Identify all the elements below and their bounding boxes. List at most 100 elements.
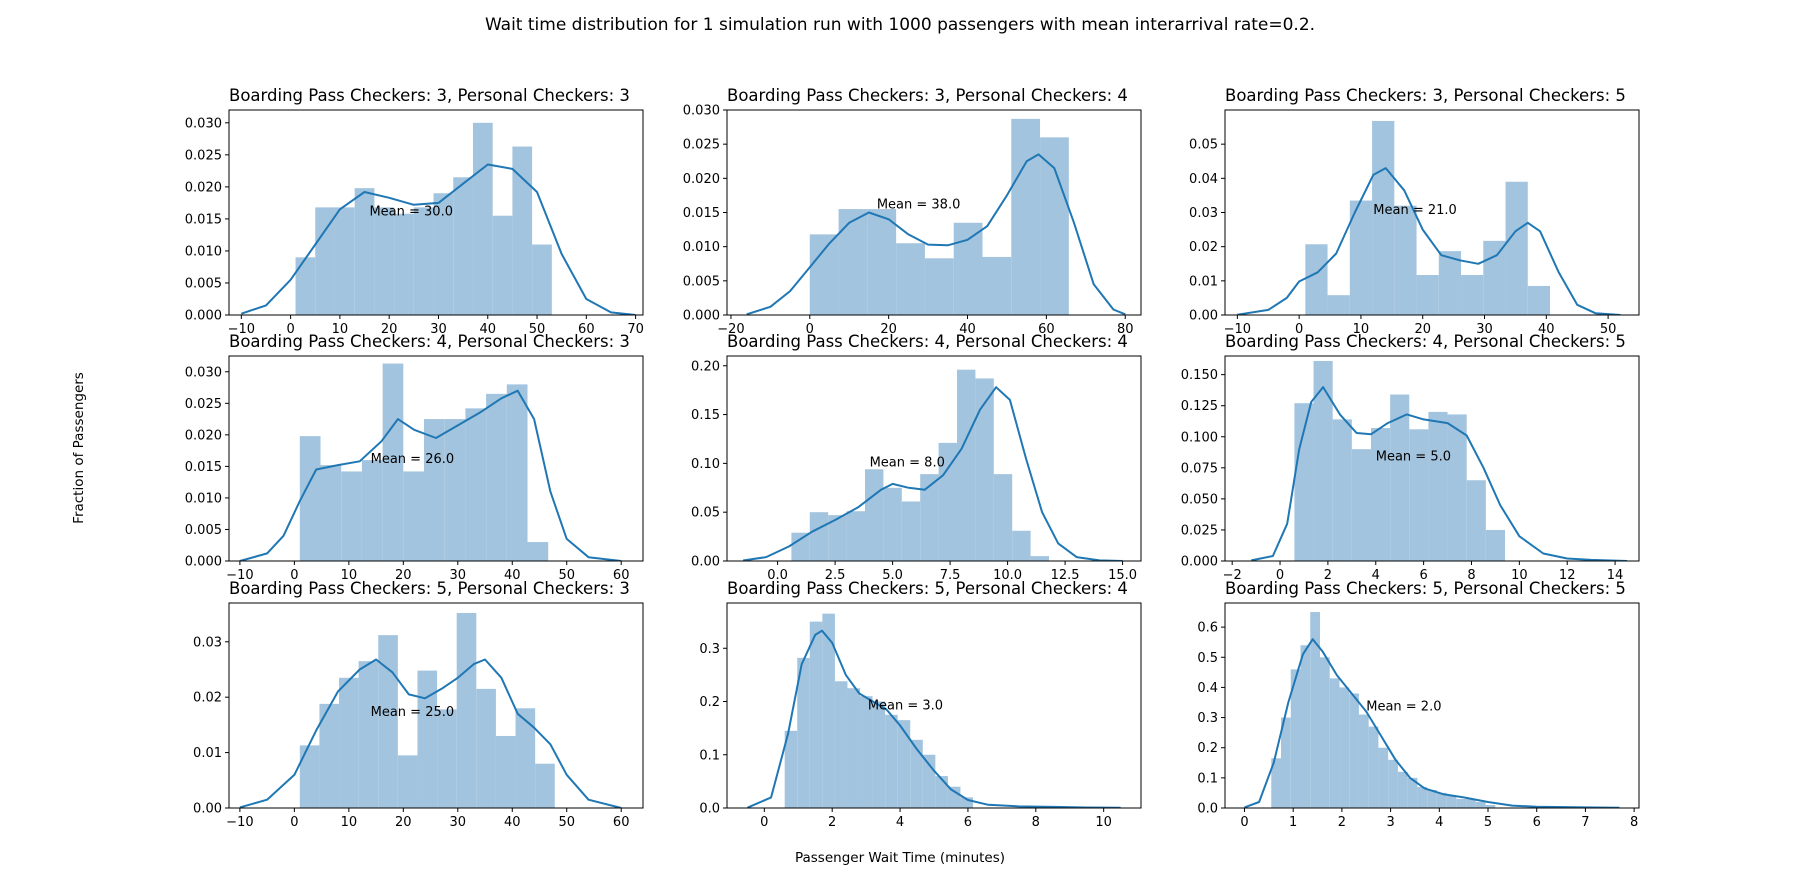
- x-tick-label: 8: [1630, 815, 1638, 830]
- histogram-bar: [1416, 275, 1439, 315]
- y-tick-label: 0.010: [185, 491, 222, 506]
- y-tick-label: 0.03: [1189, 206, 1218, 221]
- histogram-bar: [1319, 657, 1330, 808]
- histogram-bar: [1456, 798, 1467, 808]
- x-tick-label: 20: [880, 322, 897, 337]
- y-tick-label: 0.20: [691, 359, 720, 374]
- histogram-bar: [476, 688, 496, 808]
- histogram-bar: [315, 207, 335, 315]
- mean-annotation: Mean = 25.0: [371, 705, 455, 720]
- y-tick-label: 0.000: [185, 555, 222, 570]
- y-tick-label: 0.01: [193, 746, 222, 761]
- axes-frame: [1224, 602, 1640, 809]
- kde-line: [240, 163, 636, 315]
- kde-line: [1251, 386, 1628, 561]
- y-tick-label: 0.000: [683, 309, 720, 324]
- y-tick-label: 0.000: [185, 309, 222, 324]
- subplot-1: −10 0 10 20 30 40 50 60 70 0.000 0.005 0.010 0.015 0.…: [185, 86, 644, 337]
- x-tick-label: 5: [1484, 815, 1492, 830]
- x-tick-label: 30: [430, 322, 447, 337]
- histogram-bars: [295, 122, 552, 315]
- subplot-title: Boarding Pass Checkers: 3, Personal Chec…: [727, 86, 1128, 105]
- axes-frame: [1224, 355, 1640, 562]
- subplot-6: −2 0 2 4 6 8 10 12 14 0.000 0.025 0.050 0.075 0.100 0.…: [1181, 332, 1640, 583]
- figure-suptitle: Wait time distribution for 1 simulation …: [485, 15, 1315, 35]
- histogram-bars: [299, 612, 555, 808]
- x-tick-label: 50: [529, 322, 546, 337]
- histogram-bar: [299, 436, 321, 561]
- histogram-bar: [339, 677, 359, 808]
- histogram-bar: [1485, 529, 1505, 561]
- histogram-bar: [1313, 360, 1333, 561]
- axes-frame: [228, 355, 644, 562]
- histogram-bar: [1407, 777, 1418, 808]
- subplot-7: −10 0 10 20 30 40 50 60 0.00 0.01 0.02 0.03 Boarding…: [193, 579, 644, 830]
- mean-annotation: Mean = 21.0: [1373, 203, 1457, 218]
- histogram-bar: [822, 613, 835, 808]
- histogram-bar: [1527, 285, 1551, 315]
- histogram-bar: [1394, 205, 1417, 315]
- histogram-bar: [1271, 758, 1282, 808]
- histogram-bar: [1011, 118, 1041, 315]
- histogram-bar: [1012, 530, 1031, 561]
- histogram-bar: [975, 378, 994, 561]
- histogram-bar: [424, 419, 445, 561]
- kde-line: [239, 389, 622, 561]
- y-tick-label: 0.04: [1189, 172, 1218, 187]
- x-tick-label: 6: [1419, 568, 1427, 583]
- histogram-bar: [883, 487, 902, 561]
- histogram-bar: [433, 193, 454, 315]
- x-tick-label: 60: [1038, 322, 1055, 337]
- x-tick-label: 0: [290, 568, 298, 583]
- histogram-bar: [809, 621, 823, 808]
- subplot-5: 0.0 2.5 5.0 7.5 10.0 12.5 15.0 0.00 0.05 0.10 0.15…: [691, 332, 1142, 583]
- y-tick-label: 0.0: [1197, 802, 1218, 817]
- y-tick-label: 0.050: [1181, 492, 1218, 507]
- x-tick-label: 40: [504, 568, 521, 583]
- histogram-bar: [361, 460, 383, 561]
- histogram-bar: [354, 188, 375, 315]
- x-tick-label: 8: [1032, 815, 1040, 830]
- y-tick-label: 0.03: [193, 635, 222, 650]
- x-tick-label: 7.5: [940, 568, 961, 583]
- subplot-title: Boarding Pass Checkers: 4, Personal Chec…: [229, 332, 630, 351]
- histogram-bar: [1428, 411, 1448, 561]
- x-tick-label: 6: [964, 815, 972, 830]
- x-tick-label: 10: [1511, 568, 1528, 583]
- histogram-bar: [1475, 801, 1486, 808]
- subplot-grid: −10 0 10 20 30 40 50 60 700.0000.0050.0100.0150.…: [185, 86, 1640, 830]
- y-tick-label: 0.015: [185, 460, 222, 475]
- histogram-bar: [901, 501, 921, 561]
- histogram-bar: [846, 511, 865, 561]
- histogram-bar: [809, 512, 829, 561]
- y-tick-label: 0.075: [1181, 461, 1218, 476]
- histogram-bar: [1358, 714, 1369, 808]
- histogram-bar: [1397, 771, 1408, 808]
- y-tick-label: 0.020: [683, 172, 720, 187]
- histogram-bar: [1427, 789, 1437, 808]
- histogram-bars: [809, 118, 1069, 315]
- histogram-bar: [319, 703, 340, 808]
- histogram-bar: [847, 688, 861, 808]
- y-tick-label: 0.005: [185, 523, 222, 538]
- histogram-bar: [920, 474, 939, 561]
- y-tick-label: 0.01: [1189, 274, 1218, 289]
- x-tick-label: 80: [1117, 322, 1134, 337]
- histogram-bar: [465, 408, 487, 561]
- y-tick-label: 0.00: [193, 802, 222, 817]
- x-tick-label: 50: [1600, 322, 1617, 337]
- axes-frame: [726, 355, 1142, 562]
- histogram-bar: [1294, 403, 1314, 561]
- histogram-bar: [924, 258, 954, 315]
- histogram-bar: [492, 215, 513, 315]
- x-tick-label: 10: [1095, 815, 1112, 830]
- histogram-bar: [1505, 181, 1528, 315]
- histogram-bar: [1461, 275, 1484, 315]
- histogram-bars: [1271, 612, 1496, 808]
- x-tick-label: 0: [290, 815, 298, 830]
- x-tick-label: 4: [896, 815, 904, 830]
- y-tick-label: 0.150: [1181, 368, 1218, 383]
- axes-frame: [726, 602, 1142, 809]
- y-tick-label: 0.4: [1197, 681, 1218, 696]
